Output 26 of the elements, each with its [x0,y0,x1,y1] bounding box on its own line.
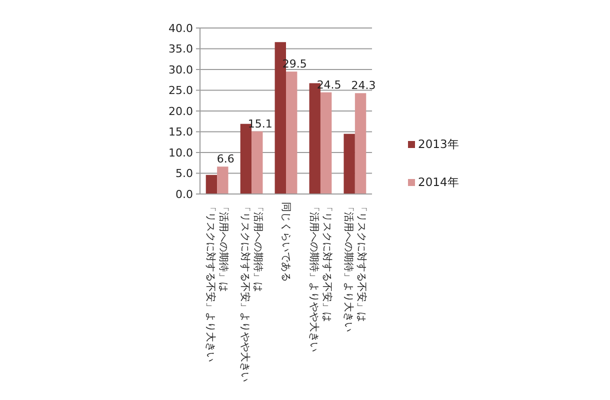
x-tick-label: 「リスクに対する不安」は「活用への期待」より大きい [342,202,368,332]
y-tick-label: 35.0 [168,42,193,56]
legend-label: 2013年 [418,137,460,151]
data-label: 6.6 [216,152,234,166]
y-tick-label: 10.0 [168,146,193,160]
x-tick-label: 「活用への期待」は「リスクに対する不安」よりやや大きい [239,202,264,382]
y-tick-label: 25.0 [168,84,193,98]
x-tick-label: 「リスクに対する不安」は「活用への期待」よりやや大きい [308,202,333,352]
y-tick-label: 5.0 [176,167,193,180]
data-label: 24.3 [351,79,376,92]
y-tick-label: 30.0 [168,63,193,76]
legend-label: 2014年 [418,175,460,189]
x-tick-label: 「活用への期待」は「リスクに対する不安」より大きい [204,202,230,362]
bar [206,174,218,194]
bar [354,93,366,194]
y-tick-label: 40.0 [168,22,193,35]
bar [344,134,355,194]
y-tick-label: 15.0 [168,126,193,139]
bar [217,166,228,194]
data-label: 15.1 [248,117,272,130]
bar [252,131,263,194]
x-tick-label: 同じくらいである [280,202,291,282]
bar [320,92,332,194]
y-tick-label: 20.0 [168,104,193,118]
y-tick-label: 0.0 [176,188,193,201]
bar [286,72,298,194]
